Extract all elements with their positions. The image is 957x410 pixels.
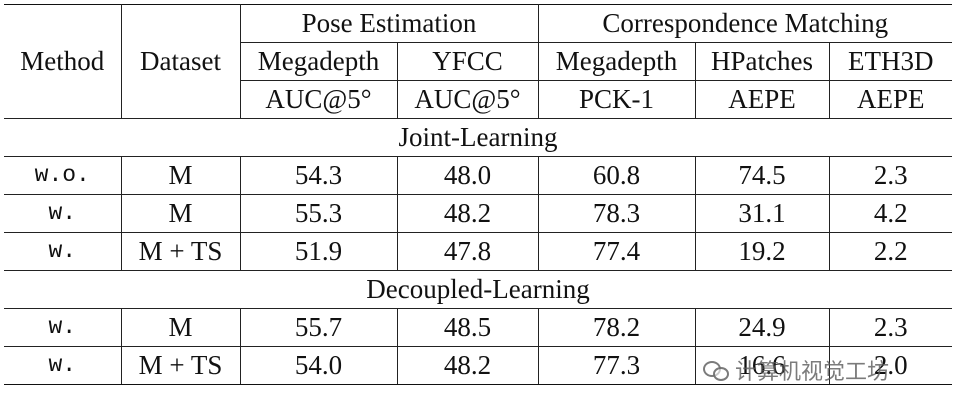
- section-row: Joint-Learning: [4, 118, 952, 157]
- metric-col-header: AEPE: [695, 80, 830, 119]
- dataset-cell: M: [121, 308, 241, 347]
- table-row: w. M + TS 51.9 47.8 77.4 19.2 2.2: [4, 232, 952, 271]
- value-cell: 74.5: [695, 156, 830, 195]
- dataset-col-header: Megadepth: [240, 42, 398, 81]
- header-row-3: AUC@5° AUC@5° PCK-1 AEPE AEPE: [4, 80, 952, 119]
- metric-col-header: AUC@5°: [397, 80, 539, 119]
- value-cell: 24.9: [695, 308, 830, 347]
- header-row-2: Megadepth YFCC Megadepth HPatches ETH3D: [4, 42, 952, 81]
- method-cell: w.o.: [4, 156, 122, 195]
- value-cell: 48.2: [397, 346, 539, 385]
- value-cell: 54.3: [240, 156, 398, 195]
- table-body: Joint-Learning w.o. M 54.3 48.0 60.8 74.5 2.3 w.…: [4, 118, 952, 385]
- section-title: Decoupled-Learning: [4, 270, 952, 309]
- wechat-icon: [703, 359, 729, 381]
- metric-col-header: AUC@5°: [240, 80, 398, 119]
- value-cell: 78.2: [538, 308, 696, 347]
- value-cell: 55.3: [240, 194, 398, 233]
- table-row: w. M 55.3 48.2 78.3 31.1 4.2: [4, 194, 952, 233]
- value-cell: 55.7: [240, 308, 398, 347]
- dataset-col-header: HPatches: [695, 42, 830, 81]
- value-cell: 19.2: [695, 232, 830, 271]
- method-header: Method: [4, 4, 122, 119]
- correspondence-matching-header: Correspondence Matching: [538, 4, 952, 43]
- section-title: Joint-Learning: [4, 118, 952, 157]
- value-cell: 51.9: [240, 232, 398, 271]
- value-cell: 31.1: [695, 194, 830, 233]
- method-cell: w.: [4, 308, 122, 347]
- dataset-cell: M: [121, 194, 241, 233]
- value-cell: 2.2: [829, 232, 952, 271]
- value-cell: 2.3: [829, 156, 952, 195]
- dataset-cell: M + TS: [121, 346, 241, 385]
- value-cell: 78.3: [538, 194, 696, 233]
- section-row: Decoupled-Learning: [4, 270, 952, 309]
- value-cell: 48.5: [397, 308, 539, 347]
- dataset-col-header: Megadepth: [538, 42, 696, 81]
- dataset-header: Dataset: [121, 4, 241, 119]
- value-cell: 2.3: [829, 308, 952, 347]
- metric-col-header: AEPE: [857, 84, 925, 114]
- value-cell: 48.0: [397, 156, 539, 195]
- value-cell: 48.2: [397, 194, 539, 233]
- dataset-cell: M + TS: [121, 232, 241, 271]
- header-row-1: Method Dataset Pose Estimation Correspon…: [4, 4, 952, 119]
- value-cell: 2.0: [829, 346, 952, 385]
- results-table: Method Dataset Pose Estimation Correspon…: [4, 4, 952, 385]
- value-cell: 77.3: [538, 346, 696, 385]
- method-cell: w.: [4, 346, 122, 385]
- metric-col-header: PCK-1: [538, 80, 696, 119]
- table-row: w. M + TS 54.0 48.2 77.3 16.6 2.0: [4, 346, 952, 385]
- watermark-text: 计算机视觉工坊: [735, 360, 890, 385]
- value-cell: 60.8: [538, 156, 696, 195]
- dataset-cell: M: [121, 156, 241, 195]
- method-cell: w.: [4, 232, 122, 271]
- dataset-col-header: YFCC: [397, 42, 539, 81]
- value-cell: 77.4: [538, 232, 696, 271]
- value-cell: 4.2: [829, 194, 952, 233]
- dataset-col-header: ETH3D: [829, 42, 952, 81]
- method-cell: w.: [4, 194, 122, 233]
- table-row: w. M 55.7 48.5 78.2 24.9 2.3: [4, 308, 952, 347]
- table-row: w.o. M 54.3 48.0 60.8 74.5 2.3: [4, 156, 952, 195]
- value-cell: 47.8: [397, 232, 539, 271]
- watermark: 计算机视觉工坊: [703, 354, 889, 386]
- value-cell: 54.0: [240, 346, 398, 385]
- pose-estimation-header: Pose Estimation: [240, 4, 539, 43]
